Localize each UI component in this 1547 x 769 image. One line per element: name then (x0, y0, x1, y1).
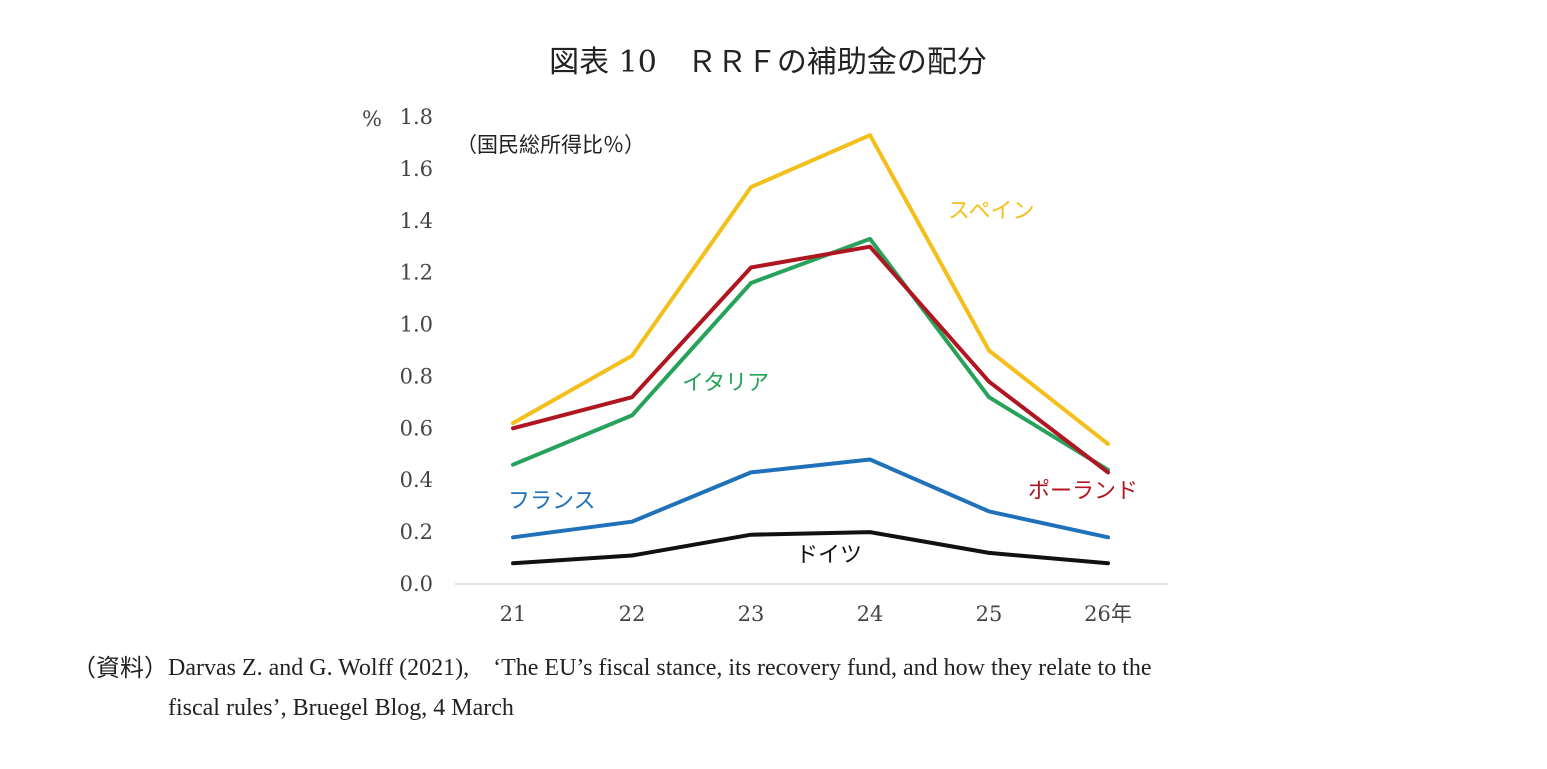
series-line-2 (511, 244, 1110, 475)
x-tick-label: 24 (857, 602, 884, 626)
source-prefix: （資料） (72, 656, 168, 682)
x-tick-label: 23 (738, 602, 765, 626)
series-line-0 (511, 133, 1110, 446)
series-line-3 (511, 457, 1110, 540)
y-tick-label: 0.8 (400, 364, 433, 388)
y-tick-label: 0.2 (400, 520, 433, 544)
line-chart: 図表 10 ＲＲＦの補助金の配分 % （国民総所得比％） 0.00.20.40.… (362, 45, 1168, 626)
series-line-4 (511, 530, 1110, 566)
x-tick-label: 26年 (1084, 602, 1132, 626)
y-tick-label: 1.2 (400, 261, 433, 285)
series-label-italy: イタリア (682, 371, 769, 396)
series-lines (511, 133, 1110, 566)
series-label-spain: スペイン (948, 199, 1034, 224)
series-label-germany: ドイツ (796, 543, 862, 568)
y-tick-label: 0.0 (400, 572, 433, 596)
x-tick-label: 25 (976, 602, 1003, 626)
source-text: Darvas Z. and G. Wolff (2021), ‘The EU’s… (168, 648, 1512, 728)
y-tick-label: 1.8 (400, 105, 433, 129)
source-line-2: fiscal rules’, Bruegel Blog, 4 March (168, 695, 514, 721)
source-note: （資料） Darvas Z. and G. Wolff (2021), ‘The… (72, 648, 1512, 728)
source-line-1: Darvas Z. and G. Wolff (2021), ‘The EU’s… (168, 655, 1152, 681)
y-tick-label: 1.6 (400, 157, 433, 181)
x-tick-labels: 21 22 23 24 25 26年 (500, 602, 1132, 626)
y-tick-label: 1.0 (400, 313, 433, 337)
y-tick-label: 1.4 (400, 209, 433, 233)
y-tick-label: 0.6 (400, 416, 433, 440)
unit-note: （国民総所得比％） (456, 133, 645, 157)
series-label-poland: ポーランド (1028, 479, 1138, 504)
series-line-1 (511, 236, 1110, 472)
chart-title: 図表 10 ＲＲＦの補助金の配分 (549, 45, 987, 80)
y-axis-unit: % (362, 107, 382, 131)
y-tick-label: 0.4 (400, 468, 433, 492)
y-tick-labels: 0.0 0.2 0.4 0.6 0.8 1.0 1.2 1.4 1.6 1.8 (400, 105, 433, 596)
x-tick-label: 21 (500, 602, 527, 626)
x-tick-label: 22 (619, 602, 646, 626)
series-label-france: フランス (508, 489, 596, 514)
